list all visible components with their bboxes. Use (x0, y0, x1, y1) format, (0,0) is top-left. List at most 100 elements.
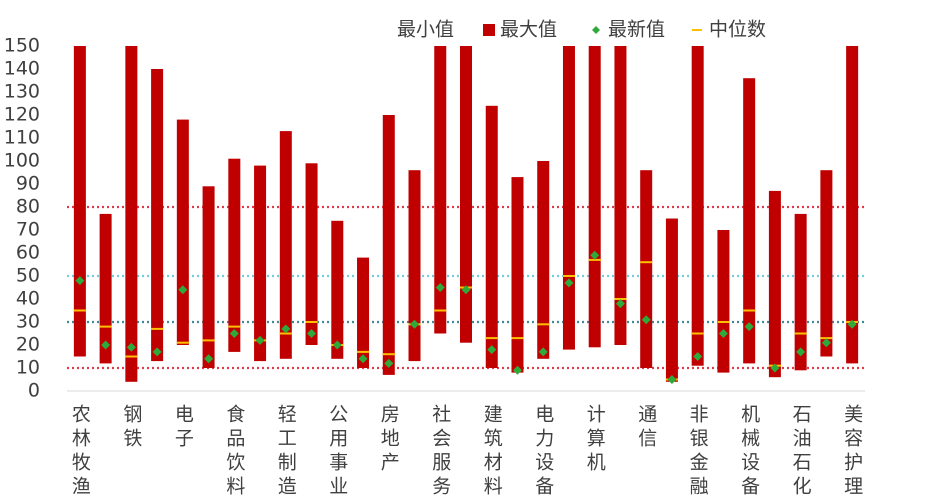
bar (820, 170, 833, 357)
y-tick-label: 30 (16, 311, 40, 333)
x-tick-label: 公用事业 (326, 404, 348, 498)
latest-marker (410, 319, 420, 329)
x-tick-label: 食品饮料 (223, 404, 245, 498)
y-tick-label: 60 (16, 242, 40, 264)
y-tick-label: 120 (4, 104, 40, 126)
x-tick-label: 社会服务 (429, 404, 451, 498)
x-tick-label: 美容护理 (841, 404, 863, 498)
bar (382, 115, 395, 375)
latest-marker (255, 335, 265, 345)
legend-label: 最大值 (500, 19, 557, 41)
legend-label: 最小值 (397, 19, 454, 41)
x-tick-label: 机械设备 (738, 404, 760, 498)
bar (665, 218, 678, 382)
y-tick-label: 10 (16, 357, 40, 379)
bar (846, 46, 859, 364)
bar (588, 46, 601, 348)
bar (460, 46, 472, 343)
latest-marker (770, 363, 780, 373)
y-tick-label: 100 (4, 150, 40, 172)
bar (357, 257, 370, 368)
latest-marker (693, 352, 703, 361)
bar (640, 170, 653, 368)
legend-label: 最新值 (608, 19, 665, 41)
bar (434, 46, 447, 334)
latest-marker (796, 347, 806, 357)
bar (279, 131, 292, 359)
y-tick-label: 0 (28, 380, 40, 402)
latest-marker (229, 329, 239, 338)
x-tick-label: 计算机 (584, 404, 606, 476)
latest-marker (590, 250, 600, 260)
latest-marker (435, 283, 445, 292)
latest-marker (101, 340, 111, 350)
bar (254, 165, 267, 362)
latest-marker (821, 338, 831, 348)
y-tick-label: 140 (4, 58, 40, 80)
bar (537, 161, 550, 359)
bar (768, 190, 781, 378)
y-tick-label: 130 (4, 81, 40, 103)
latest-marker (487, 345, 497, 355)
y-tick-label: 80 (16, 196, 40, 218)
x-tick-label: 轻工制造 (275, 404, 297, 498)
bar (743, 78, 756, 364)
latest-marker (847, 319, 857, 329)
bar (202, 186, 215, 368)
y-tick-label: 150 (4, 35, 40, 57)
latest-marker (667, 375, 677, 384)
y-tick-label: 40 (16, 288, 40, 310)
bar (408, 170, 421, 362)
x-tick-label: 石油石化 (790, 404, 812, 498)
x-tick-label: 钢铁 (120, 404, 142, 452)
latest-marker (126, 342, 136, 352)
latest-marker (178, 285, 188, 295)
x-tick-label: 非银金融 (687, 404, 709, 498)
legend-swatch (592, 26, 600, 34)
legend-swatch (483, 24, 495, 36)
x-tick-label: 建筑材料 (481, 404, 503, 498)
y-tick-label: 90 (16, 173, 40, 195)
latest-marker (281, 324, 291, 334)
legend-label: 中位数 (709, 19, 766, 41)
bar (228, 158, 241, 352)
y-tick-label: 110 (4, 127, 40, 149)
latest-marker (718, 329, 728, 338)
x-tick-label: 电子 (172, 404, 194, 452)
bar (151, 69, 164, 362)
latest-marker (538, 347, 548, 357)
latest-marker (512, 365, 522, 375)
latest-marker (384, 358, 394, 368)
x-tick-label: 通信 (635, 404, 657, 452)
latest-marker (358, 354, 368, 364)
y-tick-label: 50 (16, 265, 40, 287)
bar (717, 230, 730, 373)
bar (125, 46, 138, 382)
x-tick-label: 农林牧渔 (69, 404, 91, 498)
latest-marker (204, 354, 214, 364)
x-tick-label: 电力设备 (532, 404, 554, 498)
bar (691, 46, 704, 366)
x-tick-label: 房地产 (378, 404, 400, 476)
latest-marker (564, 278, 574, 288)
bar (305, 163, 318, 345)
latest-marker (615, 299, 625, 309)
latest-marker (332, 340, 342, 350)
bar (562, 46, 575, 350)
latest-marker (641, 315, 651, 325)
bar (794, 213, 807, 371)
bar (331, 220, 344, 359)
latest-marker (75, 276, 85, 286)
latest-marker (152, 347, 162, 357)
y-tick-label: 70 (16, 219, 40, 241)
latest-marker (744, 322, 754, 332)
bar (73, 46, 86, 357)
bar (485, 105, 498, 369)
y-tick-label: 20 (16, 334, 40, 356)
bar (614, 46, 627, 345)
latest-marker (461, 285, 471, 295)
latest-marker (307, 329, 317, 338)
bar (511, 177, 524, 373)
bar (176, 119, 189, 345)
